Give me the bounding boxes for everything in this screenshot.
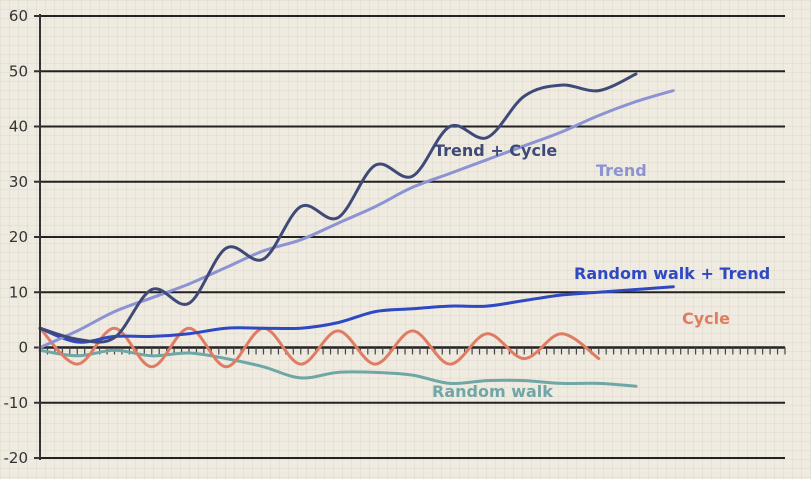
y-tick-label: 20 [9,228,28,246]
label-trend-cycle: Trend + Cycle [434,141,557,160]
y-tick-label: -20 [4,449,29,467]
label-trend: Trend [596,161,647,180]
y-tick-label: 50 [9,62,28,80]
y-tick-label: 30 [9,173,28,191]
series-line-trend-cycle [38,72,638,344]
series-line-random-walk-trend [38,285,675,344]
series-line-trend [38,89,675,349]
series-line-cycle [38,326,601,369]
label-random-walk: Random walk [432,382,553,401]
label-random-walk-trend: Random walk + Trend [574,264,770,283]
series-labels: Trend + Cycle Trend Random walk + Trend … [432,141,770,401]
y-tick-label: 0 [18,339,28,357]
y-axis-tick-labels: 60 50 40 30 20 10 0 -10 -20 [4,7,29,467]
horizontal-gridlines [34,15,785,459]
y-tick-label: 60 [9,7,28,25]
x-axis-minor-ticks [39,347,786,355]
label-cycle: Cycle [682,309,730,328]
series-lines [38,72,675,388]
y-tick-label: 40 [9,118,28,136]
y-tick-label: 10 [9,283,28,301]
y-tick-label: -10 [4,394,29,412]
series-line-random-walk [38,348,638,388]
